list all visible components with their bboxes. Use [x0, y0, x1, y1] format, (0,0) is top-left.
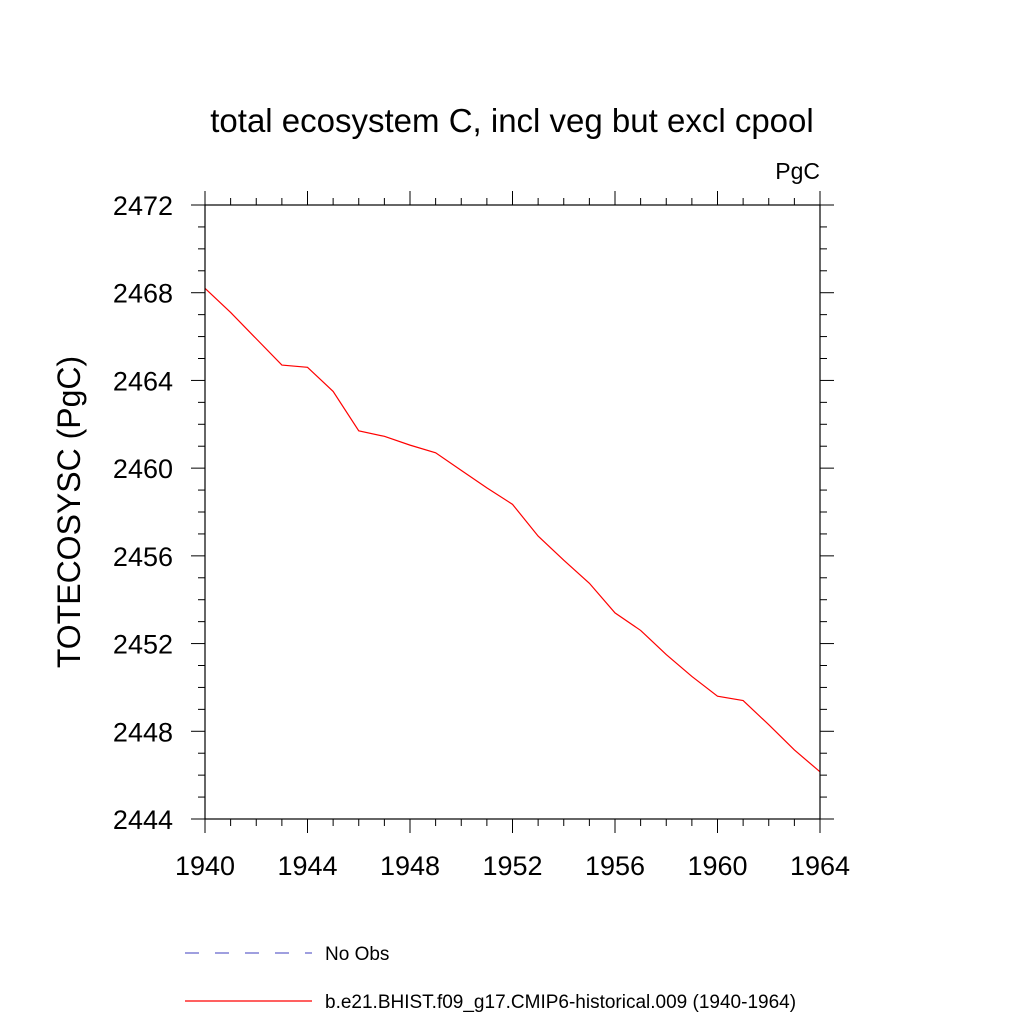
y-tick-label: 2464 [113, 366, 173, 396]
x-tick-label: 1960 [687, 851, 747, 881]
legend-label-0: No Obs [325, 944, 389, 965]
y-tick-label: 2472 [113, 191, 173, 221]
units-label: PgC [775, 158, 820, 184]
legend-label-1: b.e21.BHIST.f09_g17.CMIP6-historical.009… [325, 992, 796, 1013]
legend: No Obs b.e21.BHIST.f09_g17.CMIP6-historic… [185, 944, 796, 1013]
y-tick-label: 2448 [113, 717, 173, 747]
x-tick-label: 1940 [175, 851, 235, 881]
series-line-1 [204, 287, 821, 773]
major-ticks [191, 191, 834, 833]
tick-labels: 1940 1944 1948 1952 1956 1960 1964 2444 2448 2452… [113, 191, 850, 881]
x-tick-label: 1956 [585, 851, 645, 881]
x-tick-label: 1944 [277, 851, 337, 881]
y-tick-label: 2456 [113, 542, 173, 572]
y-tick-label: 2468 [113, 279, 173, 309]
x-tick-label: 1964 [790, 851, 850, 881]
y-tick-label: 2444 [113, 805, 173, 835]
y-axis-label: TOTECOSYSC (PgC) [51, 356, 87, 668]
x-tick-label: 1948 [380, 851, 440, 881]
chart-title: total ecosystem C, incl veg but excl cpo… [210, 102, 813, 139]
y-tick-label: 2452 [113, 630, 173, 660]
x-tick-label: 1952 [482, 851, 542, 881]
series-layer [204, 287, 821, 773]
plot-frame [204, 204, 821, 820]
y-tick-label: 2460 [113, 454, 173, 484]
minor-ticks [198, 198, 827, 826]
